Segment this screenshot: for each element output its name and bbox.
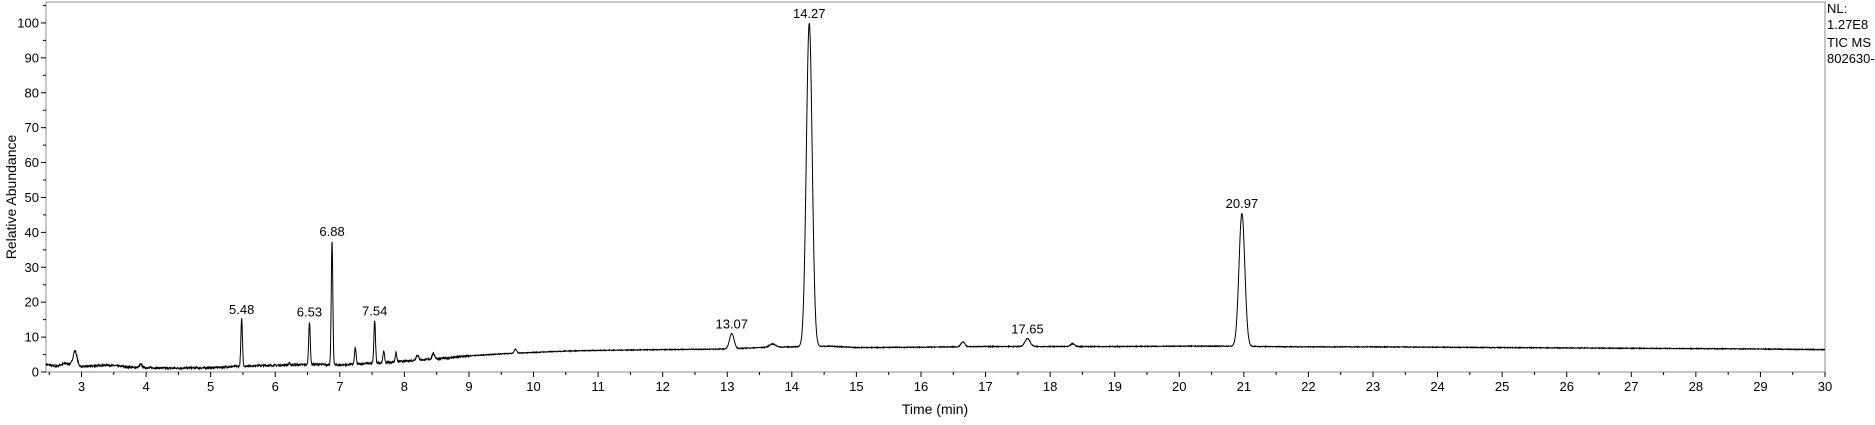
x-tick-label: 9 — [465, 379, 472, 394]
x-tick-label: 22 — [1301, 379, 1315, 394]
x-tick-label: 27 — [1624, 379, 1638, 394]
peak-label: 5.48 — [229, 302, 254, 317]
x-tick-label: 25 — [1495, 379, 1509, 394]
x-tick-label: 14 — [785, 379, 799, 394]
peak-label: 17.65 — [1011, 321, 1044, 336]
x-axis-title: Time (min) — [902, 401, 968, 417]
x-tick-label: 29 — [1753, 379, 1767, 394]
x-tick-label: 20 — [1172, 379, 1186, 394]
x-tick-label: 8 — [401, 379, 408, 394]
y-tick-label: 40 — [25, 225, 39, 240]
x-tick-label: 19 — [1107, 379, 1121, 394]
x-tick-label: 17 — [978, 379, 992, 394]
peak-label: 20.97 — [1226, 196, 1259, 211]
x-axis: 3 4 5 6 7 8 9 10 11 12 13 14 15 16 17 18 19 20 21 22 23 24 25 2… — [48, 372, 1832, 394]
peak-labels: 5.48 6.53 6.88 7.54 13.07 14.27 17.65 20.97 — [229, 6, 1258, 337]
y-tick-label: 70 — [25, 120, 39, 135]
x-tick-label: 23 — [1366, 379, 1380, 394]
peak-label: 14.27 — [793, 6, 826, 21]
nl-value: 1.27E8 — [1827, 17, 1869, 32]
tic-trace — [45, 23, 1826, 371]
x-tick-label: 18 — [1043, 379, 1057, 394]
x-tick-label: 3 — [78, 379, 85, 394]
x-tick-label: 12 — [655, 379, 669, 394]
y-tick-label: 0 — [32, 365, 39, 380]
x-tick-label: 16 — [914, 379, 928, 394]
x-tick-label: 26 — [1559, 379, 1573, 394]
y-tick-label: 10 — [25, 330, 39, 345]
peak-label: 7.54 — [362, 303, 387, 318]
x-tick-label: 4 — [142, 379, 149, 394]
y-tick-label: 50 — [25, 190, 39, 205]
y-tick-label: 100 — [17, 15, 39, 30]
x-tick-label: 13 — [720, 379, 734, 394]
y-axis-title: Relative Abundance — [3, 135, 19, 260]
y-axis: 0 10 20 30 40 50 60 70 80 90 100 — [17, 4, 46, 380]
x-tick-label: 21 — [1237, 379, 1251, 394]
x-tick-label: 24 — [1430, 379, 1444, 394]
x-tick-label: 5 — [207, 379, 214, 394]
plot-frame — [45, 1, 1826, 373]
x-tick-label: 6 — [272, 379, 279, 394]
y-tick-label: 90 — [25, 50, 39, 65]
peak-label: 13.07 — [715, 317, 748, 332]
peak-label: 6.53 — [297, 304, 322, 319]
x-tick-label: 28 — [1689, 379, 1703, 394]
y-tick-label: 80 — [25, 85, 39, 100]
y-tick-label: 20 — [25, 295, 39, 310]
x-tick-label: 11 — [591, 379, 605, 394]
y-tick-label: 30 — [25, 260, 39, 275]
peak-label: 6.88 — [319, 224, 344, 239]
x-tick-label: 10 — [526, 379, 540, 394]
scan-filter-label: TIC MS — [1827, 35, 1872, 50]
nl-label: NL: — [1827, 1, 1848, 16]
x-tick-label: 7 — [336, 379, 343, 394]
file-label: 802630- — [1827, 51, 1875, 66]
x-tick-label: 30 — [1818, 379, 1832, 394]
y-tick-label: 60 — [25, 155, 39, 170]
x-tick-label: 15 — [849, 379, 863, 394]
